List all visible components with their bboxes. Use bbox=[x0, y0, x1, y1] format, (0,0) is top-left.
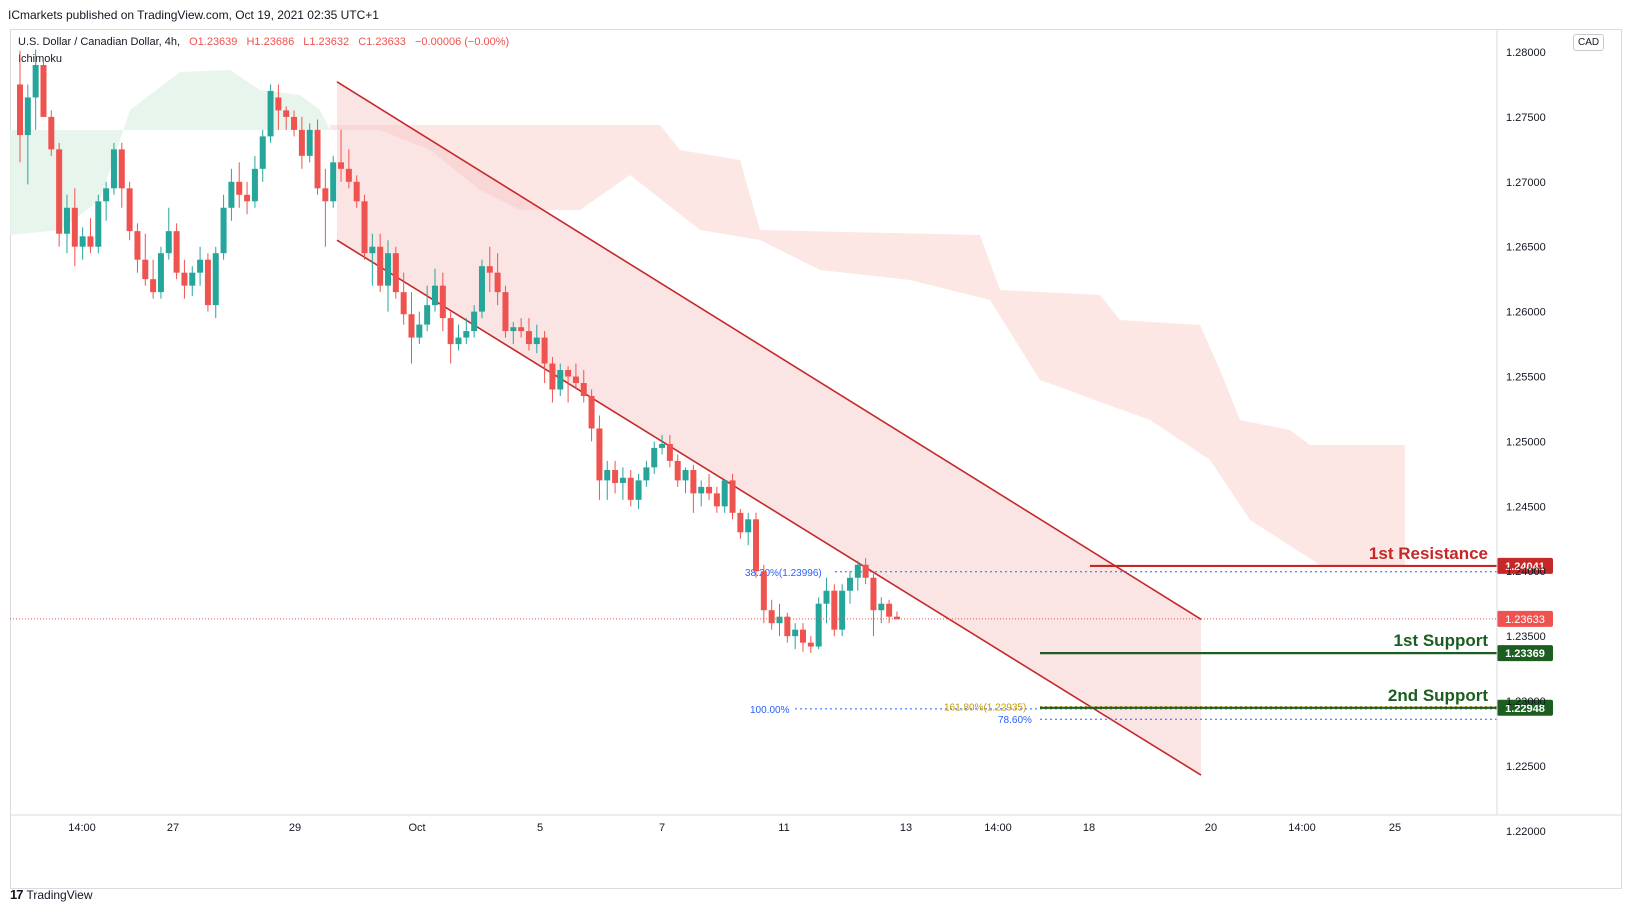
symbol-name: U.S. Dollar / Canadian Dollar, 4h, bbox=[18, 36, 181, 48]
ohlc-open: O1.23639 bbox=[189, 36, 238, 48]
footer-brand: TradingView bbox=[26, 887, 93, 902]
ohlc-high: H1.23686 bbox=[246, 36, 295, 48]
tradingview-footer[interactable]: 17 TradingView bbox=[10, 887, 93, 902]
ohlc-change: −0.00006 (−0.00%) bbox=[415, 36, 510, 48]
chart-frame bbox=[10, 29, 1622, 889]
symbol-legend: U.S. Dollar / Canadian Dollar, 4h, O1.23… bbox=[18, 36, 515, 48]
ohlc-low: L1.23632 bbox=[303, 36, 350, 48]
published-header: ICmarkets published on TradingView.com, … bbox=[8, 8, 379, 22]
tradingview-logo-icon: 17 bbox=[10, 887, 24, 902]
currency-badge[interactable]: CAD bbox=[1573, 34, 1605, 51]
ohlc-close: C1.23633 bbox=[358, 36, 406, 48]
indicator-legend-ichimoku[interactable]: Ichimoku bbox=[18, 53, 63, 65]
